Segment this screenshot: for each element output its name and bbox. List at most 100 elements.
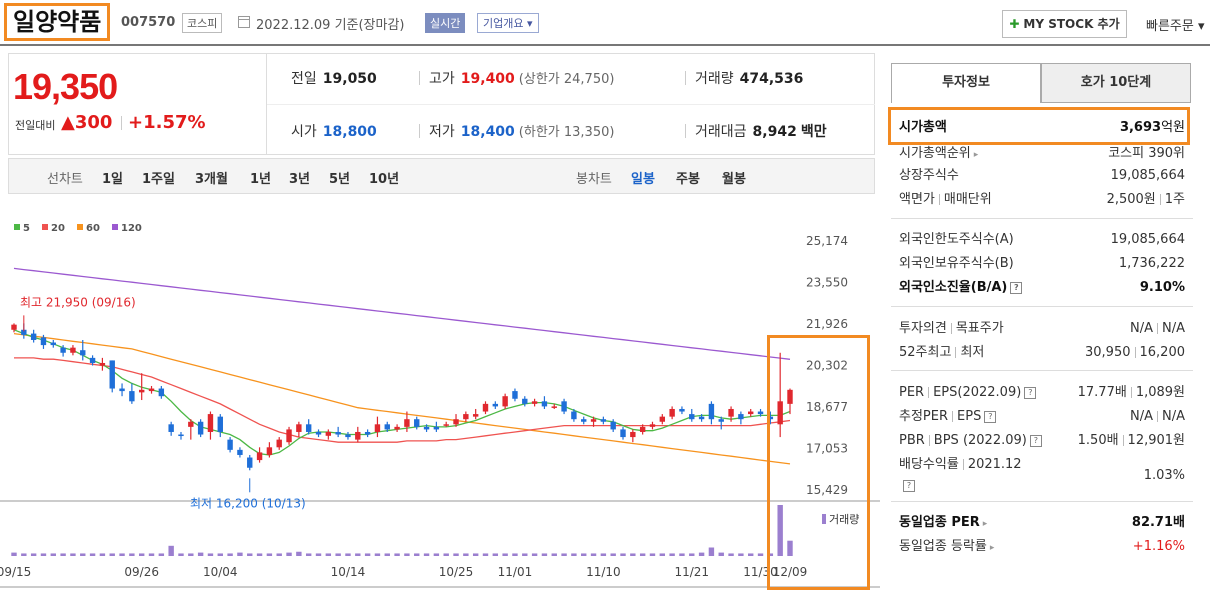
help-icon[interactable]: ? bbox=[1029, 434, 1042, 447]
candle-body bbox=[247, 457, 253, 468]
divider bbox=[419, 71, 420, 85]
rank-label: 시가총액순위 bbox=[899, 146, 971, 161]
candle-body bbox=[630, 431, 636, 438]
volume-legend-label: 거래량 bbox=[829, 513, 859, 526]
volume-bar bbox=[610, 553, 616, 556]
w52-low-value: 16,200 bbox=[1139, 345, 1186, 360]
tab-monthly[interactable]: 월봉 bbox=[722, 172, 746, 187]
volume-bar bbox=[21, 553, 27, 556]
volume-bar bbox=[296, 551, 302, 556]
help-icon[interactable]: ? bbox=[1010, 281, 1023, 294]
candle-body bbox=[197, 421, 204, 435]
x-tick-label: 11/01 bbox=[498, 565, 533, 579]
tab-invest-info[interactable]: 투자정보 bbox=[891, 63, 1041, 103]
volume: 거래량 474,536 bbox=[695, 68, 803, 88]
dividend-value: 1.03% bbox=[1143, 468, 1185, 483]
candle-body bbox=[305, 424, 312, 432]
help-icon[interactable]: ? bbox=[984, 410, 997, 423]
company-info-dropdown[interactable]: 기업개요 ▾ bbox=[477, 13, 539, 33]
tab-3y[interactable]: 3년 bbox=[289, 172, 311, 187]
market-cap: 3,693억원 bbox=[1120, 118, 1185, 138]
candle-body bbox=[433, 426, 440, 430]
divider bbox=[962, 459, 964, 470]
volume-legend-swatch bbox=[822, 514, 826, 524]
volume-bar bbox=[384, 553, 390, 556]
candle-body bbox=[561, 401, 567, 412]
trade-unit-label: 매매단위 bbox=[943, 192, 992, 207]
invest-info-panel: 투자정보 호가 10단계 시가총액 3,693억원 시가총액순위 ▸ 코스피 39… bbox=[888, 60, 1193, 560]
divider bbox=[685, 124, 686, 138]
candle-body bbox=[492, 403, 499, 407]
realtime-button[interactable]: 실시간 bbox=[425, 13, 466, 33]
divider bbox=[950, 323, 952, 334]
ma60-line bbox=[13, 332, 791, 465]
candle-body bbox=[414, 419, 420, 427]
divider bbox=[1157, 323, 1158, 334]
volume-bar bbox=[227, 553, 233, 556]
candle-body bbox=[148, 388, 155, 392]
tab-5y[interactable]: 5년 bbox=[329, 172, 351, 187]
tab-weekly[interactable]: 주봉 bbox=[676, 172, 700, 187]
current-price: 19,350 bbox=[13, 66, 118, 107]
candle-body bbox=[443, 424, 449, 426]
volume-bar bbox=[757, 553, 764, 556]
legend-swatch bbox=[112, 224, 118, 230]
candle-body bbox=[217, 416, 223, 432]
per-row: PER EPS(2022.09)? 17.77배 1,089원 bbox=[899, 383, 1185, 403]
market-cap-label: 시가총액 bbox=[899, 120, 947, 135]
prev-close-label: 전일 bbox=[291, 71, 317, 87]
volume-bar bbox=[581, 553, 587, 556]
volume-bar bbox=[276, 553, 282, 556]
tab-1y[interactable]: 1년 bbox=[250, 172, 272, 187]
dividend-value-row: ? 1.03% bbox=[899, 466, 1185, 492]
mystock-add-button[interactable]: ✚ MY STOCK 추가 bbox=[1002, 10, 1127, 38]
volume-bar bbox=[689, 553, 695, 556]
y-tick-label: 21,926 bbox=[806, 317, 848, 331]
foreign-limit-value: 19,085,664 bbox=[1110, 232, 1185, 247]
w52-high-value: 30,950 bbox=[1085, 345, 1131, 360]
candle-body bbox=[70, 347, 76, 353]
ma5-line bbox=[13, 329, 791, 456]
candle-body bbox=[404, 419, 410, 427]
tab-1w[interactable]: 1주일 bbox=[142, 172, 175, 187]
est-eps-label: EPS bbox=[957, 409, 982, 424]
quick-order-button[interactable]: 빠른주문 ▾ bbox=[1146, 19, 1205, 34]
help-icon[interactable]: ? bbox=[903, 479, 915, 492]
tab-10y[interactable]: 10년 bbox=[369, 172, 400, 187]
volume-bar bbox=[738, 553, 744, 556]
volume-bar bbox=[472, 553, 479, 556]
peer-change-row[interactable]: 동일업종 등락률 ▸ +1.16% bbox=[899, 537, 1185, 557]
candle-body bbox=[335, 431, 341, 435]
volume-bar bbox=[247, 553, 253, 556]
legend-label: 20 bbox=[51, 223, 65, 234]
eps-label: EPS(2022.09) bbox=[933, 385, 1022, 400]
volume-bar bbox=[335, 553, 341, 556]
volume-bar bbox=[502, 553, 508, 556]
face-value: 2,500원 bbox=[1106, 192, 1156, 207]
low-annotation: 최저 16,200 (10/13) bbox=[190, 496, 306, 510]
foreign-hold-value: 1,736,222 bbox=[1118, 256, 1185, 271]
divider bbox=[1157, 411, 1158, 422]
x-tick-label: 11/10 bbox=[586, 565, 621, 579]
tab-daily[interactable]: 일봉 bbox=[631, 172, 655, 187]
peer-per-row[interactable]: 동일업종 PER ▸ 82.71배 bbox=[899, 513, 1185, 533]
trade-value-unit: 백만 bbox=[800, 124, 827, 140]
tab-3m[interactable]: 3개월 bbox=[195, 172, 228, 187]
candle-body bbox=[345, 434, 351, 438]
divider bbox=[891, 306, 1193, 307]
volume-bar bbox=[305, 553, 312, 556]
market-badge: 코스피 bbox=[182, 13, 223, 33]
tab-hoga[interactable]: 호가 10단계 bbox=[1041, 63, 1191, 103]
candle-body bbox=[757, 411, 764, 415]
candle-body bbox=[99, 362, 106, 366]
candle-body bbox=[502, 396, 508, 407]
y-tick-label: 25,174 bbox=[806, 234, 848, 248]
candle-body bbox=[227, 439, 233, 450]
help-icon[interactable]: ? bbox=[1024, 386, 1037, 399]
market-cap-rank-row[interactable]: 시가총액순위 ▸ 코스피 390위 bbox=[899, 144, 1185, 164]
tab-1d[interactable]: 1일 bbox=[102, 172, 124, 187]
candle-body bbox=[89, 357, 96, 363]
low-value: 18,400 bbox=[460, 124, 515, 140]
volume-bar bbox=[256, 553, 263, 556]
